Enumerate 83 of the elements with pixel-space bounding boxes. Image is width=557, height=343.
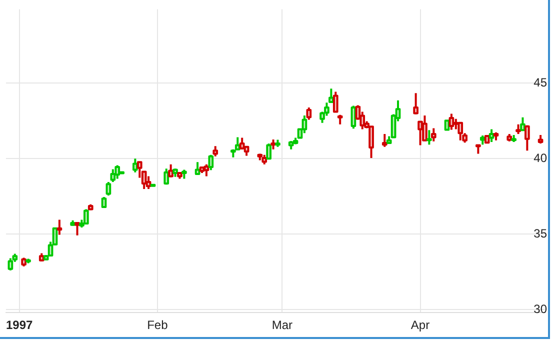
candlestick: [74, 222, 80, 236]
candlestick: [332, 90, 338, 113]
candlestick: [430, 127, 436, 142]
candlestick: [368, 126, 374, 160]
candlestick: [212, 145, 218, 158]
y-tick-label: 45: [534, 75, 548, 90]
candlestick: [364, 120, 370, 130]
candlestick: [418, 120, 423, 146]
candlestick: [141, 170, 147, 190]
candlestick: [337, 114, 343, 126]
candlestick: [488, 128, 494, 144]
candlestick: [146, 175, 152, 190]
candlestick: [538, 134, 544, 145]
candlestick: [390, 113, 396, 138]
candlestick: [386, 135, 392, 144]
candlestick: [199, 166, 205, 174]
y-tick-label: 40: [534, 150, 548, 165]
candlestick: [288, 140, 294, 150]
candlestick: [266, 142, 272, 160]
candlestick: [328, 88, 334, 104]
x-tick-label: 1997: [6, 318, 34, 332]
x-tick-label: Feb: [147, 318, 168, 332]
candlestick: [506, 133, 512, 142]
candlestick: [239, 136, 245, 150]
candlestick: [480, 134, 486, 146]
candlestick: [462, 132, 468, 144]
candlestick: [114, 164, 120, 180]
candlestick: [48, 240, 54, 258]
candlestick: [320, 110, 325, 124]
candlestick: [511, 134, 516, 144]
candlestick: [302, 114, 308, 134]
candlestick: [395, 99, 401, 122]
y-tick-label: 30: [534, 302, 548, 316]
candlestick: [182, 168, 187, 180]
candlestick: [476, 144, 481, 155]
candlestick: [270, 138, 276, 150]
candlestick: [448, 112, 454, 131]
candlestick: [257, 152, 263, 162]
candlestick: [26, 258, 31, 264]
candlestick: [132, 158, 138, 174]
x-tick-label: Apr: [410, 318, 430, 332]
y-tick-label: 35: [534, 226, 548, 240]
candlestick: [484, 134, 490, 144]
candlestick: [262, 154, 268, 166]
candlestick: [275, 138, 280, 148]
candlestick: [520, 116, 526, 132]
candlestick: [306, 106, 312, 121]
candlestick: [204, 163, 210, 178]
candlestick: [324, 102, 330, 117]
candlestick: [208, 154, 214, 172]
candlestick: [493, 131, 499, 142]
x-tick-label: Mar: [272, 318, 293, 332]
candlestick: [56, 218, 62, 236]
candlestick: [21, 256, 26, 268]
candlestick: [172, 168, 178, 178]
candlestick: [458, 122, 464, 142]
candlestick: [230, 148, 236, 158]
candlestick: [426, 129, 432, 146]
candlestick: [106, 181, 112, 196]
candlestick: [422, 114, 428, 142]
candlestick: [164, 168, 170, 186]
candlestick: [453, 118, 459, 130]
candlestick: [413, 92, 418, 116]
candlestick: [516, 123, 521, 136]
candlestick: [355, 104, 361, 121]
candlestick: [110, 168, 116, 184]
candlestick: [84, 208, 89, 225]
candlestick: [150, 184, 156, 187]
candlestick: [79, 218, 84, 228]
candlestick: [38, 252, 44, 262]
candlestick: [524, 124, 530, 152]
candlestick: [382, 133, 388, 148]
candlestick: [52, 226, 58, 246]
candlestick: [70, 219, 76, 227]
candlestick: [244, 146, 250, 157]
candlestick: [168, 163, 174, 178]
candlestick: [88, 203, 94, 212]
candlestick: [234, 136, 240, 150]
candlestick: [12, 252, 18, 263]
candlestick: [292, 136, 298, 146]
candlestick: [360, 110, 366, 130]
candlestick: [8, 257, 14, 272]
candlestick: [194, 161, 200, 176]
